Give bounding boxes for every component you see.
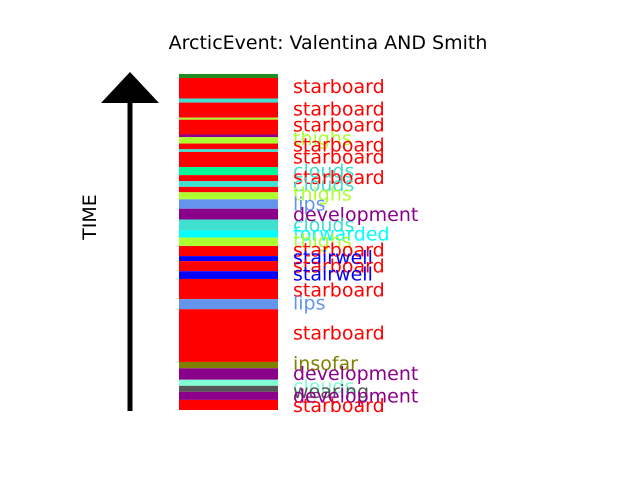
segment-label: clouds [293, 174, 354, 196]
timeline-segment [179, 391, 278, 400]
segment-group [179, 74, 278, 410]
timeline-segment [179, 117, 278, 120]
segment-label: starboard [293, 240, 385, 262]
segment-label: development [293, 204, 418, 226]
timeline-segment [179, 137, 278, 144]
timeline-segment [179, 186, 278, 193]
timeline-segment [179, 368, 278, 380]
timeline-segment [179, 256, 278, 262]
timeline-segment [179, 143, 278, 150]
timeline-segment [179, 385, 278, 392]
timeline-segment [179, 278, 278, 300]
segment-label: clouds [293, 215, 354, 237]
timeline-segment [179, 134, 278, 138]
segment-label: development [293, 386, 418, 408]
timeline-segment [179, 119, 278, 135]
timeline-segment [179, 299, 278, 310]
timeline-segment [179, 271, 278, 279]
chart-title: ArcticEvent: Valentina AND Smith [169, 32, 488, 54]
segment-label: stairwell [293, 247, 373, 269]
timeline-segment [179, 74, 278, 79]
timeline-segment [179, 399, 278, 410]
segment-label: clouds [293, 160, 354, 182]
segment-label: insofar [293, 353, 358, 375]
segment-label: thighs [293, 231, 352, 253]
time-arrow-head [101, 72, 159, 103]
timeline-segment [179, 98, 278, 103]
segment-label: starboard [293, 167, 385, 189]
segment-label: starboard [293, 280, 385, 302]
segment-label: starboard [293, 256, 385, 278]
label-group: starboardstarboardstarboardthighsstarboa… [293, 76, 418, 417]
timeline-segment [179, 261, 278, 272]
timeline-segment [179, 192, 278, 200]
segment-label: starboard [293, 323, 385, 345]
timeline-segment [179, 208, 278, 220]
timeline-segment [179, 230, 278, 238]
segment-label: forwarded [293, 224, 390, 246]
segment-label: lips [293, 292, 326, 314]
timeline-segment [179, 102, 278, 118]
y-axis-label: TIME [79, 194, 101, 241]
segment-label: lips [293, 194, 326, 216]
segment-label: development [293, 363, 418, 385]
segment-label: thighs [293, 184, 352, 206]
timeline-segment [179, 361, 278, 369]
segment-label: wearing [293, 381, 369, 403]
timeline-segment [179, 151, 278, 168]
segment-label: starboard [293, 135, 385, 157]
segment-label: stairwell [293, 263, 373, 285]
segment-label: starboard [293, 76, 385, 98]
segment-label: starboard [293, 147, 385, 169]
timeline-segment [179, 237, 278, 247]
timeline-segment [179, 199, 278, 209]
segment-label: starboard [293, 395, 385, 417]
segment-label: starboard [293, 99, 385, 121]
timeline-segment [179, 175, 278, 182]
timeline-segment [179, 309, 278, 362]
segment-label: starboard [293, 114, 385, 136]
timeline-segment [179, 181, 278, 187]
timeline-segment [179, 167, 278, 176]
timeline-segment [179, 149, 278, 152]
segment-label: thighs [293, 128, 352, 150]
timeline-segment [179, 379, 278, 386]
timeline-segment [179, 246, 278, 257]
segment-label: clouds [293, 376, 354, 398]
timeline-segment [179, 219, 278, 231]
timeline-segment [179, 78, 278, 99]
